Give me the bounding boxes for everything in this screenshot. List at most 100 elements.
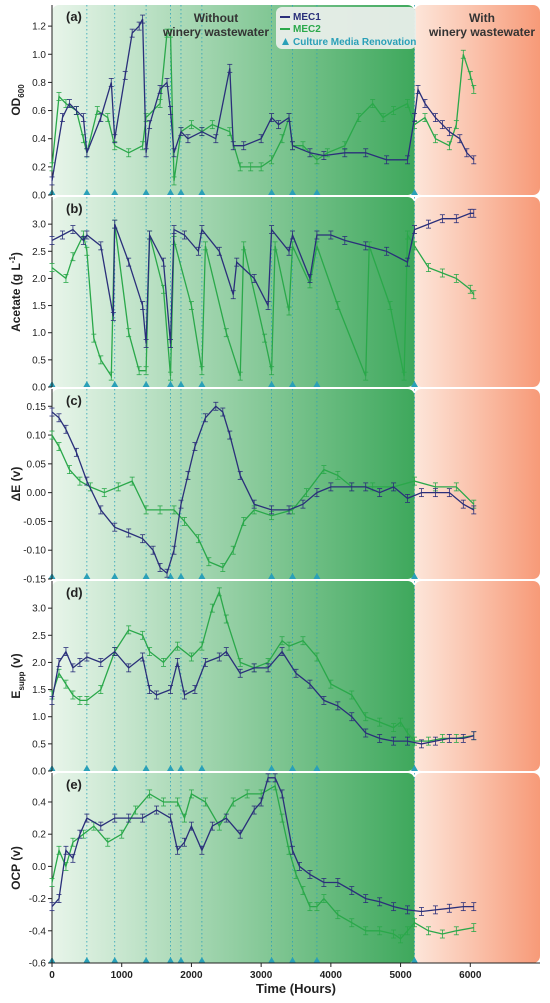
data-point-mec1 bbox=[49, 236, 55, 245]
data-point-mec1 bbox=[237, 668, 243, 678]
y-tick-label: 0.0 bbox=[32, 767, 46, 778]
data-point-mec1 bbox=[460, 902, 466, 912]
data-point-mec1 bbox=[185, 134, 191, 144]
data-point-mec2 bbox=[115, 482, 121, 492]
data-point-mec2 bbox=[237, 371, 243, 381]
data-point-mec1 bbox=[296, 861, 302, 871]
panel-label: (b) bbox=[66, 201, 83, 216]
data-point-mec2 bbox=[412, 241, 418, 251]
data-point-mec2 bbox=[147, 647, 153, 656]
data-point-mec1 bbox=[112, 134, 118, 144]
data-point-mec1 bbox=[154, 805, 160, 815]
data-point-mec2 bbox=[171, 176, 177, 186]
data-point-mec1 bbox=[63, 424, 69, 434]
data-point-mec1 bbox=[418, 488, 424, 498]
data-point-mec2 bbox=[206, 557, 212, 567]
data-point-mec2 bbox=[237, 658, 243, 667]
data-point-mec1 bbox=[126, 813, 132, 823]
data-point-mec1 bbox=[77, 829, 83, 839]
data-point-mec1 bbox=[171, 545, 177, 555]
data-point-mec1 bbox=[140, 14, 146, 24]
y-tick-label: -0.10 bbox=[23, 546, 46, 557]
panel-label: (e) bbox=[66, 777, 82, 792]
data-point-mec1 bbox=[418, 907, 424, 916]
data-point-mec2 bbox=[77, 696, 83, 705]
data-point-mec2 bbox=[108, 371, 114, 381]
data-point-mec1 bbox=[384, 155, 390, 165]
data-point-mec1 bbox=[471, 731, 477, 741]
data-point-mec1 bbox=[300, 499, 306, 509]
data-point-mec2 bbox=[181, 813, 187, 823]
data-point-mec2 bbox=[49, 878, 55, 887]
data-point-mec1 bbox=[251, 274, 257, 283]
data-point-mec1 bbox=[84, 476, 90, 486]
data-point-mec1 bbox=[258, 134, 264, 144]
data-point-mec2 bbox=[300, 636, 306, 646]
data-point-mec1 bbox=[77, 658, 83, 667]
data-point-mec2 bbox=[188, 652, 194, 662]
y-tick-label: 0.10 bbox=[27, 431, 47, 442]
data-point-mec2 bbox=[188, 301, 194, 310]
data-point-mec1 bbox=[168, 685, 174, 694]
data-point-mec1 bbox=[181, 837, 187, 847]
data-point-mec1 bbox=[192, 442, 198, 451]
region-with-bg bbox=[414, 5, 540, 195]
data-point-mec1 bbox=[460, 499, 466, 509]
region-with-bg bbox=[414, 197, 540, 387]
renovation-marker bbox=[167, 381, 175, 387]
data-point-mec1 bbox=[307, 148, 313, 158]
data-point-mec1 bbox=[272, 773, 278, 783]
data-point-mec2 bbox=[209, 120, 215, 130]
renovation-marker bbox=[198, 381, 206, 387]
data-point-mec2 bbox=[140, 630, 146, 640]
renovation-marker bbox=[142, 573, 150, 579]
renovation-marker bbox=[289, 957, 297, 963]
data-point-mec2 bbox=[439, 268, 445, 278]
renovation-marker bbox=[289, 189, 297, 195]
renovation-marker bbox=[177, 765, 185, 771]
data-point-mec1 bbox=[129, 28, 135, 38]
y-tick-label: 0.6 bbox=[32, 106, 46, 117]
data-point-mec1 bbox=[49, 407, 55, 417]
renovation-marker bbox=[289, 381, 297, 387]
data-point-mec1 bbox=[227, 63, 233, 73]
y-tick-label: 1.5 bbox=[32, 301, 46, 312]
y-tick-label: 3.0 bbox=[32, 220, 46, 231]
y-tick-label: -0.05 bbox=[23, 517, 46, 528]
data-point-mec1 bbox=[56, 894, 62, 903]
panel-e: -0.6 -0.4 -0.2 0.0 0.2 0.4 OCP (v) (e) bbox=[9, 773, 540, 970]
data-point-mec1 bbox=[216, 246, 222, 256]
data-point-mec1 bbox=[425, 219, 431, 229]
data-point-mec1 bbox=[112, 522, 118, 532]
data-point-mec1 bbox=[237, 829, 243, 839]
data-point-mec1 bbox=[112, 813, 118, 823]
data-point-mec1 bbox=[63, 647, 69, 656]
data-point-mec2 bbox=[349, 918, 355, 928]
renovation-marker bbox=[111, 381, 119, 387]
data-point-mec1 bbox=[140, 534, 146, 544]
y-tick-label: 0.5 bbox=[32, 355, 46, 366]
data-point-mec2 bbox=[412, 918, 418, 928]
data-point-mec2 bbox=[262, 333, 268, 343]
data-point-mec1 bbox=[49, 696, 55, 705]
data-point-mec1 bbox=[391, 482, 397, 492]
data-point-mec1 bbox=[98, 241, 104, 251]
data-point-mec1 bbox=[59, 113, 65, 122]
data-point-mec1 bbox=[415, 85, 421, 94]
data-point-mec1 bbox=[59, 230, 65, 240]
y-tick-label: 2.5 bbox=[32, 631, 46, 642]
data-point-mec1 bbox=[168, 339, 174, 348]
data-point-mec2 bbox=[303, 488, 309, 498]
data-point-mec2 bbox=[49, 263, 55, 272]
data-point-mec1 bbox=[126, 257, 132, 267]
data-point-mec2 bbox=[269, 366, 275, 376]
y-tick-label: 0.0 bbox=[32, 383, 46, 394]
data-point-mec1 bbox=[269, 225, 275, 234]
data-point-mec2 bbox=[202, 797, 208, 807]
data-point-mec1 bbox=[290, 230, 296, 240]
data-point-mec2 bbox=[401, 371, 407, 381]
data-point-mec1 bbox=[432, 113, 438, 122]
data-point-mec1 bbox=[377, 897, 383, 907]
y-tick-label: 1.0 bbox=[32, 50, 46, 61]
